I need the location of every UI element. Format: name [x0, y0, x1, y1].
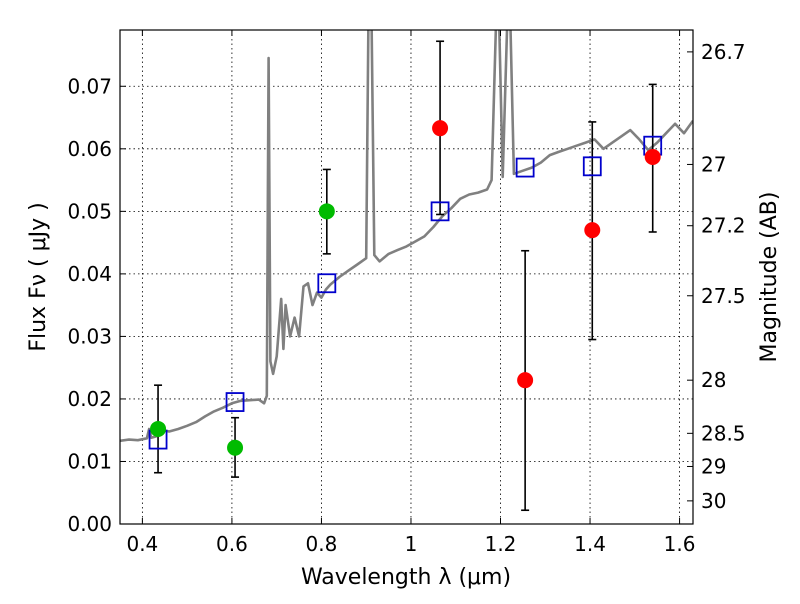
square-marker	[225, 392, 245, 412]
y-tick-label: 0.03	[67, 324, 112, 348]
plot-frame	[119, 29, 694, 525]
square-marker	[430, 201, 450, 222]
y-tick-label: 0.01	[67, 449, 112, 473]
circle-marker	[227, 439, 244, 456]
circle-marker	[517, 372, 534, 389]
circle-marker	[432, 120, 449, 137]
y-axis-label: Flux Fν ( μJy )	[26, 202, 51, 351]
x-tick-label: 1.2	[485, 532, 517, 556]
square-marker	[515, 157, 535, 178]
right-tick-label: 27.2	[701, 214, 746, 238]
y-tick-label: 0.02	[67, 387, 112, 411]
y-tick-label: 0.00	[67, 512, 112, 536]
right-tick-label: 29	[701, 454, 726, 478]
right-axis-label: Magnitude (AB)	[757, 192, 782, 363]
circle-marker	[584, 222, 601, 239]
square-marker	[582, 156, 602, 177]
y-tick-label: 0.05	[67, 199, 112, 223]
circle-marker	[150, 420, 167, 437]
axis-ticks: 0.4 0.6 0.8 1 1.2 1.4 1.6 0.00 0.01 0.02 0.03 0.04 0…	[67, 30, 746, 556]
x-tick-label: 1	[405, 532, 418, 556]
photometry-markers	[148, 40, 663, 512]
model-spectrum	[120, 30, 693, 443]
y-tick-label: 0.04	[67, 262, 112, 286]
x-tick-label: 0.6	[216, 532, 248, 556]
right-tick-label: 27.5	[701, 284, 746, 308]
right-tick-label: 28.5	[701, 421, 746, 445]
x-axis-label: Wavelength λ (μm)	[301, 565, 511, 590]
square-marker	[317, 273, 337, 294]
right-tick-label: 30	[701, 489, 726, 513]
y-tick-label: 0.07	[67, 74, 112, 98]
right-tick-label: 27	[701, 152, 726, 176]
x-tick-label: 1.4	[574, 532, 606, 556]
spectrum-line	[120, 30, 693, 443]
x-tick-label: 1.6	[664, 532, 696, 556]
x-tick-label: 0.4	[126, 532, 158, 556]
circle-marker	[318, 203, 335, 220]
right-tick-label: 28	[701, 368, 726, 392]
right-tick-label: 26.7	[701, 40, 746, 64]
circle-marker	[644, 148, 661, 165]
y-tick-label: 0.06	[67, 137, 112, 161]
x-tick-label: 0.8	[306, 532, 338, 556]
